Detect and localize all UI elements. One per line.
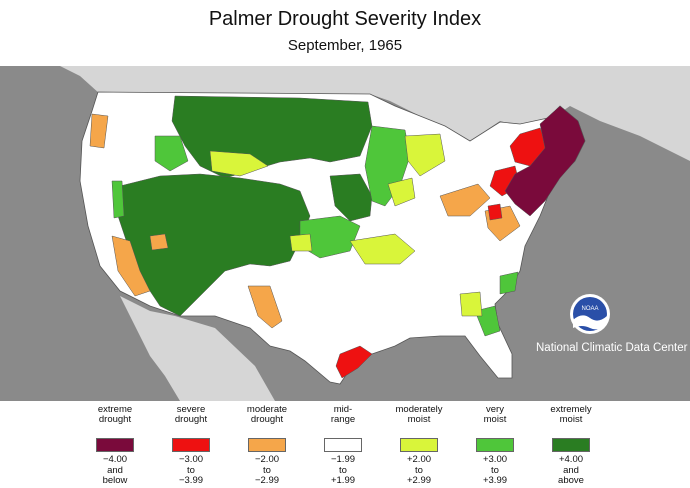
svg-text:NOAA: NOAA — [581, 306, 598, 312]
legend-swatch — [248, 438, 286, 452]
legend-item: very moist +3.00 to +3.99 — [452, 401, 538, 487]
legend-range: −2.00 to −2.99 — [254, 454, 280, 486]
legend-label: extreme drought — [97, 404, 133, 425]
legend-label: extremely moist — [550, 404, 592, 425]
legend-label: severe drought — [174, 404, 208, 425]
map-area: NOAA National Climatic Data Center — [0, 66, 690, 401]
legend: extreme drought −4.00 and below severe dro… — [0, 401, 690, 488]
legend-label: very moist — [483, 404, 507, 425]
legend-swatch — [324, 438, 362, 452]
region-extremely-moist-central — [329, 173, 373, 222]
map-title: Palmer Drought Severity Index — [208, 8, 482, 30]
region-very-moist-4 — [474, 271, 519, 337]
legend-swatch — [172, 438, 210, 452]
legend-label: mid- range — [330, 404, 356, 425]
region-moderate-drought-1 — [89, 113, 109, 149]
region-moderate-drought-2 — [111, 235, 151, 297]
legend-item: mid- range −1.99 to +1.99 — [300, 401, 386, 487]
noaa-logo: NOAA — [570, 294, 610, 334]
legend-range: −3.00 to −3.99 — [178, 454, 204, 486]
legend-swatch — [476, 438, 514, 452]
region-extreme-drought — [504, 105, 586, 217]
header: Palmer Drought Severity Index September,… — [0, 0, 690, 66]
legend-label: moderate drought — [246, 404, 288, 425]
region-very-moist-1 — [154, 135, 189, 172]
region-moderately-moist-1 — [209, 150, 269, 177]
region-moderately-moist-3 — [349, 233, 416, 265]
legend-swatch — [96, 438, 134, 452]
region-moderate-drought-3 — [247, 285, 283, 329]
legend-item: moderate drought −2.00 to −2.99 — [224, 401, 310, 487]
legend-swatch — [552, 438, 590, 452]
drought-map: NOAA — [60, 66, 690, 401]
region-severe-drought-3 — [335, 345, 373, 379]
region-moderate-drought-4 — [439, 183, 491, 217]
legend-range: −1.99 to +1.99 — [330, 454, 356, 486]
legend-range: +2.00 to +2.99 — [406, 454, 432, 486]
region-moderately-moist-2 — [404, 133, 446, 177]
credit-text: National Climatic Data Center — [536, 342, 688, 354]
legend-item: extreme drought −4.00 and below — [72, 401, 158, 487]
mexico-land — [120, 296, 275, 401]
region-moderate-drought-6 — [149, 233, 169, 251]
legend-item: moderately moist +2.00 to +2.99 — [376, 401, 462, 487]
legend-range: +4.00 and above — [558, 454, 584, 486]
legend-range: −4.00 and below — [102, 454, 128, 486]
legend-item: severe drought −3.00 to −3.99 — [148, 401, 234, 487]
region-very-moist-5 — [111, 180, 125, 219]
legend-range: +3.00 to +3.99 — [482, 454, 508, 486]
canada-land — [60, 66, 690, 161]
region-moderately-moist-5 — [289, 233, 313, 252]
region-moderately-moist-4 — [387, 177, 483, 317]
legend-item: extremely moist +4.00 and above — [528, 401, 614, 487]
legend-swatch — [400, 438, 438, 452]
map-subtitle: September, 1965 — [287, 37, 403, 54]
legend-label: moderately moist — [395, 404, 443, 425]
